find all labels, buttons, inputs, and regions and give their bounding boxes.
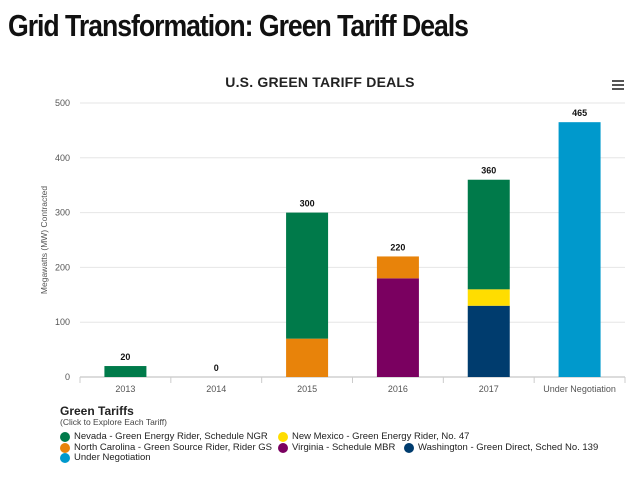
- menu-line: [612, 80, 624, 82]
- bar-segment: [467, 179, 510, 290]
- legend-label: Under Negotiation: [74, 452, 151, 463]
- bar-segment: [286, 212, 329, 339]
- data-label: 20: [120, 352, 130, 362]
- bar-segment: [376, 278, 419, 377]
- bar-segment: [467, 305, 510, 377]
- legend-dot-icon: [60, 452, 70, 463]
- legend-dot-icon: [60, 442, 70, 453]
- y-tick-label: 400: [55, 153, 70, 163]
- x-tick-label: 2015: [297, 384, 317, 394]
- legend-label: Virginia - Schedule MBR: [292, 442, 396, 453]
- bar-segment: [467, 289, 510, 306]
- legend-label: Nevada - Green Energy Rider, Schedule NG…: [74, 431, 268, 442]
- x-tick-label: Under Negotiation: [543, 384, 616, 394]
- legend-subtitle: (Click to Explore Each Tariff): [60, 417, 167, 427]
- menu-line: [612, 84, 624, 86]
- legend-dot-icon: [278, 442, 288, 453]
- legend-item-nevada[interactable]: Nevada - Green Energy Rider, Schedule NG…: [60, 431, 268, 442]
- x-tick-label: 2017: [479, 384, 499, 394]
- x-tick-label: 2014: [206, 384, 226, 394]
- bar-segment: [104, 366, 147, 377]
- legend-dot-icon: [60, 431, 70, 442]
- hamburger-menu-icon[interactable]: [612, 80, 624, 90]
- bar-segment: [286, 338, 329, 377]
- menu-line: [612, 88, 624, 90]
- legend-dot-icon: [404, 442, 414, 453]
- y-tick-label: 300: [55, 208, 70, 218]
- y-tick-label: 0: [65, 372, 70, 382]
- legend-item-new-mexico[interactable]: New Mexico - Green Energy Rider, No. 47: [278, 431, 469, 442]
- data-label: 465: [572, 108, 587, 118]
- bar-segment: [558, 122, 601, 378]
- x-tick-label: 2013: [115, 384, 135, 394]
- data-label: 0: [214, 363, 219, 373]
- chart-title: U.S. GREEN TARIFF DEALS: [225, 74, 415, 90]
- y-axis-title: Megawatts (MW) Contracted: [39, 186, 49, 294]
- legend-dot-icon: [278, 431, 288, 442]
- legend-item-virginia[interactable]: Virginia - Schedule MBR: [278, 442, 395, 453]
- data-label: 220: [390, 242, 405, 252]
- page-title: Grid Transformation: Green Tariff Deals: [8, 8, 469, 43]
- data-label: 300: [300, 199, 315, 209]
- y-tick-label: 100: [55, 317, 70, 327]
- legend-label: New Mexico - Green Energy Rider, No. 47: [292, 431, 470, 442]
- data-label: 360: [481, 166, 496, 176]
- legend-item-washington[interactable]: Washington - Green Direct, Sched No. 139: [404, 442, 598, 453]
- bar-segment: [376, 256, 419, 279]
- y-tick-label: 200: [55, 262, 70, 272]
- legend-item-north-carolina[interactable]: North Carolina - Green Source Rider, Rid…: [60, 442, 272, 453]
- legend-item-under-negotiation[interactable]: Under Negotiation: [60, 452, 151, 463]
- y-tick-label: 500: [55, 98, 70, 108]
- x-tick-label: 2016: [388, 384, 408, 394]
- legend-label: Washington - Green Direct, Sched No. 139: [418, 442, 599, 453]
- legend-title: Green Tariffs: [60, 404, 134, 418]
- legend-label: North Carolina - Green Source Rider, Rid…: [74, 442, 272, 453]
